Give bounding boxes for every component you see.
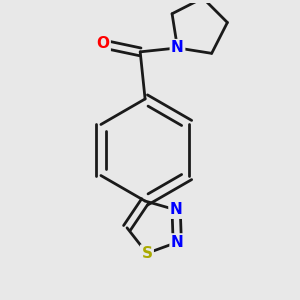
- Text: N: N: [171, 235, 184, 250]
- Text: N: N: [171, 40, 184, 56]
- Text: O: O: [96, 37, 110, 52]
- Text: S: S: [141, 246, 152, 261]
- Text: N: N: [170, 202, 182, 217]
